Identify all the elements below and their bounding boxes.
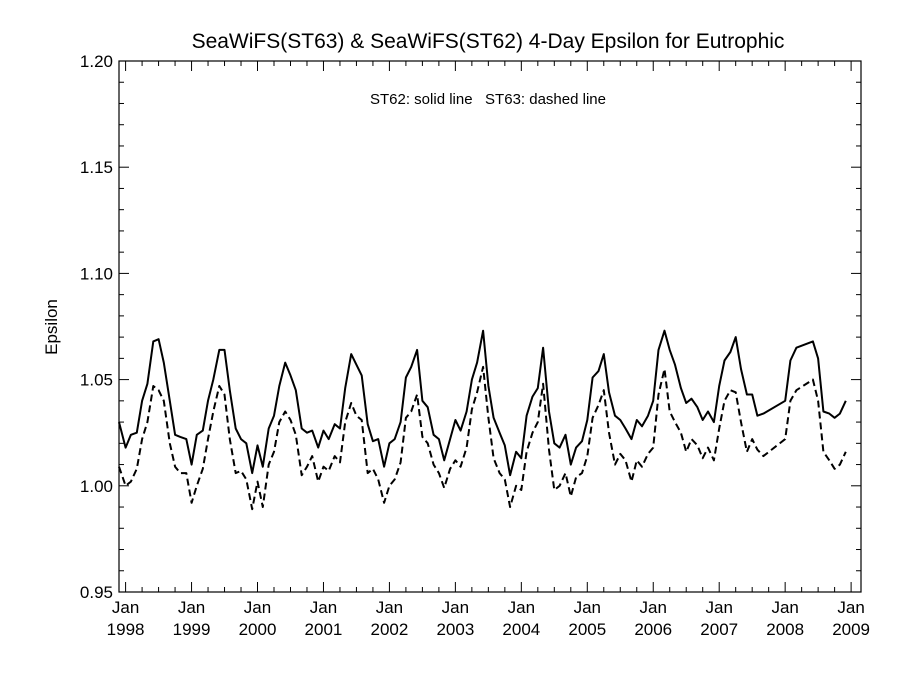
- x-tick-label-year: 2001: [305, 620, 343, 639]
- y-tick-label: 1.00: [80, 477, 113, 496]
- axis-ticks: [119, 60, 861, 593]
- x-tick-label-month: Jan: [640, 598, 667, 617]
- x-tick-label-year: 2003: [436, 620, 474, 639]
- y-axis-label: Epsilon: [42, 299, 61, 355]
- x-tick-label-month: Jan: [310, 598, 337, 617]
- x-tick-label-month: Jan: [376, 598, 403, 617]
- chart-title: SeaWiFS(ST63) & SeaWiFS(ST62) 4-Day Epsi…: [192, 30, 785, 53]
- x-tick-label-month: Jan: [705, 598, 732, 617]
- x-tick-label-year: 2004: [502, 620, 540, 639]
- x-tick-label-month: Jan: [112, 598, 139, 617]
- series-layer: [118, 329, 847, 511]
- plot-frame: [118, 60, 862, 593]
- y-tick-label: 1.20: [80, 52, 113, 71]
- x-tick-label-month: Jan: [574, 598, 601, 617]
- x-tick-label-year: 2000: [239, 620, 277, 639]
- x-tick-label-month: Jan: [837, 598, 864, 617]
- x-tick-label-year: 2002: [371, 620, 409, 639]
- legend-annotation: ST62: solid line ST63: dashed line: [370, 91, 606, 108]
- y-tick-label: 1.10: [80, 264, 113, 283]
- x-tick-label-month: Jan: [244, 598, 271, 617]
- x-tick-label-year: 1999: [173, 620, 211, 639]
- x-tick-label-month: Jan: [771, 598, 798, 617]
- x-tick-label-month: Jan: [508, 598, 535, 617]
- st62-solid-series-line: [118, 329, 847, 477]
- axis-tick-labels: 0.95 1.00 1.05 1.10 1.15 1.20 Jan 1998 Jan 1999 Ja…: [80, 52, 870, 639]
- x-tick-label-year: 1998: [107, 620, 145, 639]
- x-tick-label-year: 2009: [832, 620, 870, 639]
- y-tick-label: 0.95: [80, 583, 113, 602]
- x-tick-label-month: Jan: [442, 598, 469, 617]
- x-tick-label-year: 2007: [700, 620, 738, 639]
- x-tick-label-year: 2006: [634, 620, 672, 639]
- x-tick-label-month: Jan: [178, 598, 205, 617]
- y-tick-label: 1.15: [80, 158, 113, 177]
- st63-dashed-series-line: [118, 365, 847, 511]
- x-tick-label-year: 2005: [568, 620, 606, 639]
- y-tick-label: 1.05: [80, 371, 113, 390]
- x-tick-label-year: 2008: [766, 620, 804, 639]
